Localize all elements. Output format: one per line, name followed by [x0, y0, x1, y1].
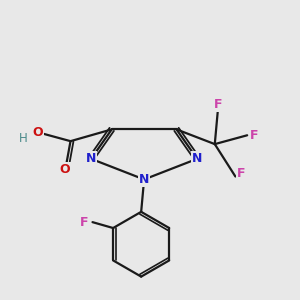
Text: O: O	[33, 126, 44, 139]
Text: F: F	[214, 98, 222, 111]
Text: F: F	[250, 129, 259, 142]
Text: N: N	[86, 152, 96, 165]
Text: N: N	[139, 173, 149, 186]
Text: H: H	[19, 132, 28, 145]
Text: N: N	[192, 152, 202, 165]
Text: F: F	[237, 167, 245, 180]
Text: O: O	[59, 163, 70, 176]
Text: F: F	[80, 216, 88, 229]
